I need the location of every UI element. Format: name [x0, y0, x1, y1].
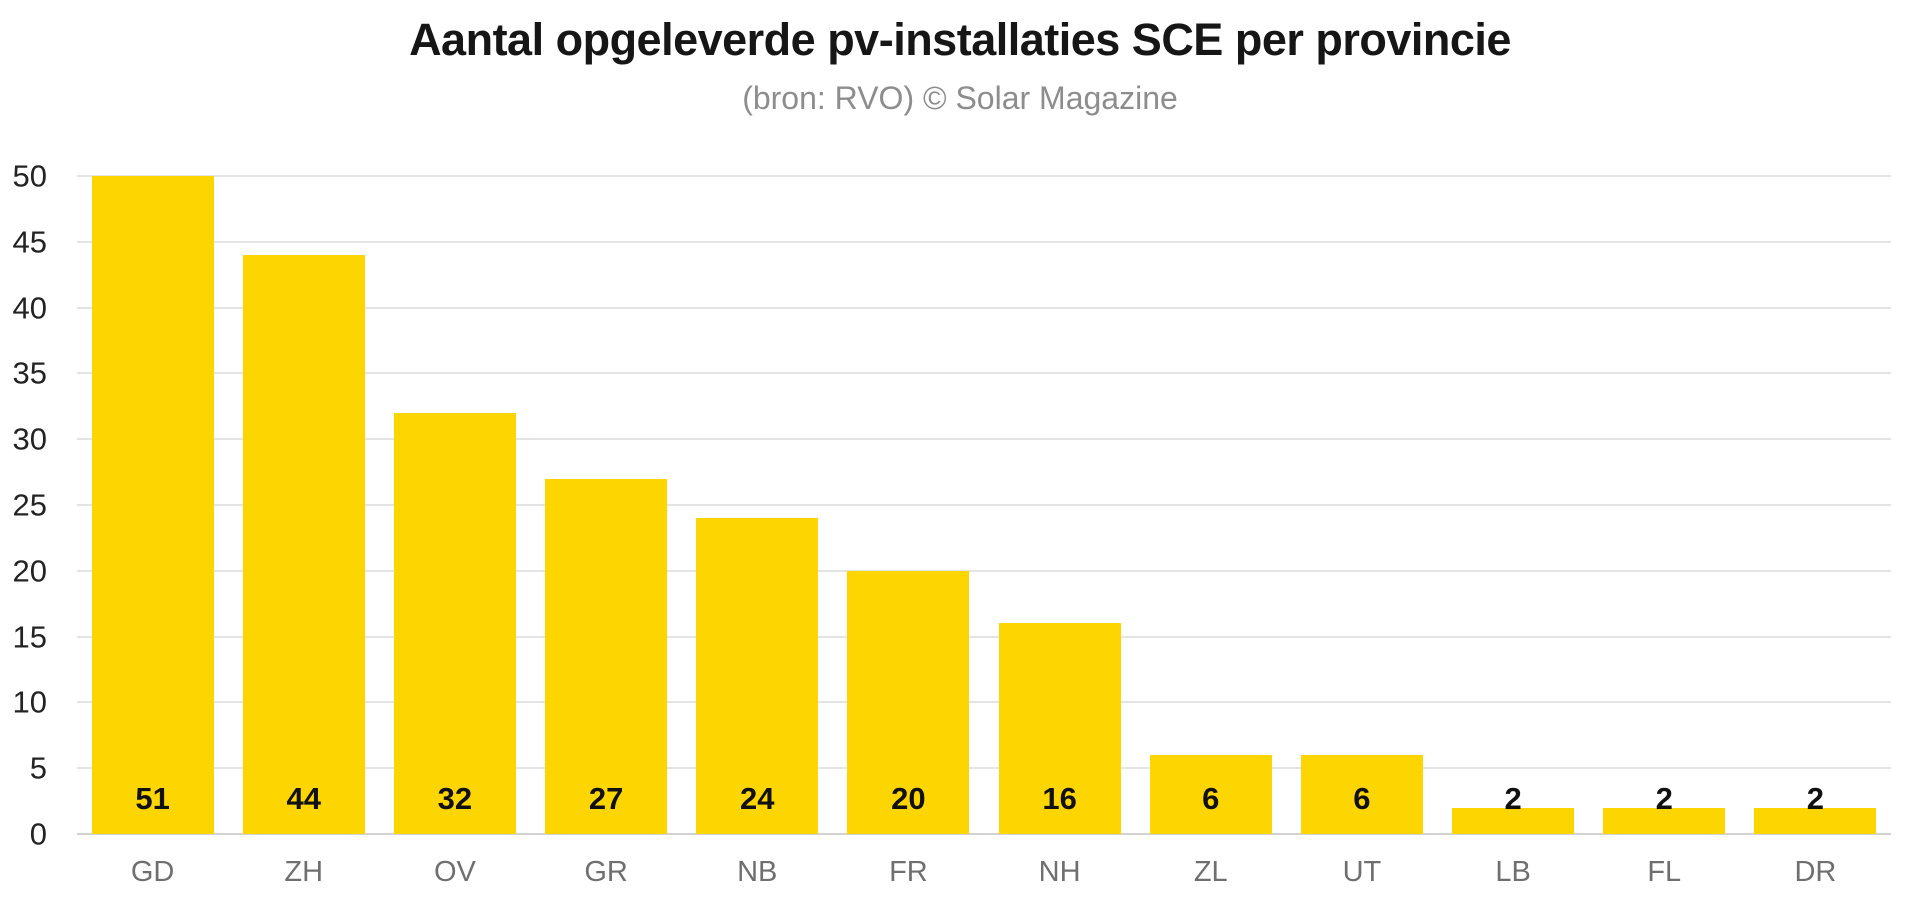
bar-gd — [91, 176, 214, 834]
value-label-nh: 16 — [1042, 781, 1077, 816]
value-label-fl: 2 — [1655, 781, 1673, 816]
value-label-lb: 2 — [1504, 781, 1522, 816]
value-label-gd: 51 — [135, 781, 170, 816]
bar-gr — [545, 478, 668, 834]
bar-nh — [998, 623, 1121, 834]
x-axis-label-zl: ZL — [1193, 856, 1228, 888]
bar-column-lb: 2 LB — [1438, 176, 1589, 887]
y-tick-label-45: 45 — [12, 224, 47, 260]
x-axis-label-zh: ZH — [284, 856, 324, 888]
y-tick-label-40: 40 — [12, 290, 47, 326]
x-axis-label-gr: GR — [584, 856, 628, 888]
gridline-y-45 — [77, 240, 1891, 243]
x-axis-label-nh: NH — [1038, 856, 1081, 888]
value-label-ut: 6 — [1353, 781, 1371, 816]
y-tick-label-20: 20 — [12, 553, 47, 589]
bar-column-fl: 2 FL — [1589, 176, 1740, 887]
gridline-y-50 — [77, 175, 1891, 177]
gridline-y-0 — [77, 833, 1891, 835]
bar-column-zh: 44 ZH — [228, 176, 379, 887]
bar-zh — [242, 254, 365, 834]
gridline-y-15 — [77, 635, 1891, 638]
value-label-dr: 2 — [1806, 781, 1825, 816]
value-label-gr: 27 — [588, 781, 624, 816]
x-axis-label-lb: LB — [1495, 856, 1531, 888]
bar-fr — [847, 570, 970, 834]
y-tick-label-50: 50 — [12, 158, 47, 194]
bar-column-gr: 27 GR — [531, 176, 682, 887]
y-tick-label-15: 15 — [12, 619, 47, 655]
y-tick-label-10: 10 — [12, 684, 47, 720]
y-tick-label-30: 30 — [12, 421, 47, 457]
bar-column-gd: 51 GD — [77, 176, 228, 887]
gridline-y-20 — [77, 569, 1891, 572]
y-axis: 0 5 10 15 20 25 30 35 40 45 50 — [0, 161, 47, 850]
x-axis-label-dr: DR — [1794, 856, 1837, 888]
gridline-y-5 — [77, 767, 1891, 770]
x-axis-label-fr: FR — [889, 856, 928, 888]
bar-dr — [1754, 807, 1877, 834]
value-label-ov: 32 — [437, 781, 473, 816]
bar-column-ov: 32 OV — [379, 176, 530, 887]
x-axis-label-fl: FL — [1647, 856, 1682, 888]
bar-column-nh: 16 NH — [984, 176, 1135, 887]
value-label-nb: 24 — [739, 781, 775, 816]
bar-fl — [1603, 807, 1726, 834]
x-axis-label-ut: UT — [1342, 856, 1382, 888]
y-tick-label-5: 5 — [29, 750, 47, 786]
bar-column-fr: 20 FR — [833, 176, 984, 887]
bar-zl — [1149, 755, 1272, 834]
x-axis-label-gd: GD — [130, 856, 175, 888]
chart-subtitle: (bron: RVO) © Solar Magazine — [742, 80, 1178, 116]
y-tick-label-35: 35 — [12, 355, 47, 391]
bar-column-ut: 6 UT — [1286, 176, 1437, 887]
bar-column-zl: 6 ZL — [1135, 176, 1286, 887]
value-label-zh: 44 — [286, 781, 321, 816]
gridline-y-25 — [77, 504, 1891, 506]
value-label-zl: 6 — [1202, 781, 1220, 816]
chart-title: Aantal opgeleverde pv-installaties SCE p… — [409, 14, 1511, 65]
y-tick-label-25: 25 — [12, 487, 47, 523]
bar-lb — [1452, 807, 1575, 834]
gridline-y-30 — [77, 438, 1891, 441]
y-tick-label-0: 0 — [29, 816, 47, 852]
x-axis-label-ov: OV — [433, 856, 476, 888]
gridline-y-40 — [77, 306, 1891, 309]
plot-area: 51 GD 44 ZH 32 OV 27 GR 24 NB 20 FR 16 NH 6 ZL 6 UT 2 LB 2 FL… — [77, 175, 1891, 887]
bar-column-nb: 24 NB — [682, 176, 833, 887]
value-label-fr: 20 — [891, 781, 926, 816]
x-axis-label-nb: NB — [737, 856, 778, 888]
gridline-y-10 — [77, 701, 1891, 704]
bar-ov — [393, 412, 516, 834]
bar-nb — [696, 518, 819, 834]
bar-column-dr: 2 DR — [1740, 176, 1891, 887]
bar-ut — [1300, 755, 1423, 834]
gridline-y-35 — [77, 372, 1891, 375]
